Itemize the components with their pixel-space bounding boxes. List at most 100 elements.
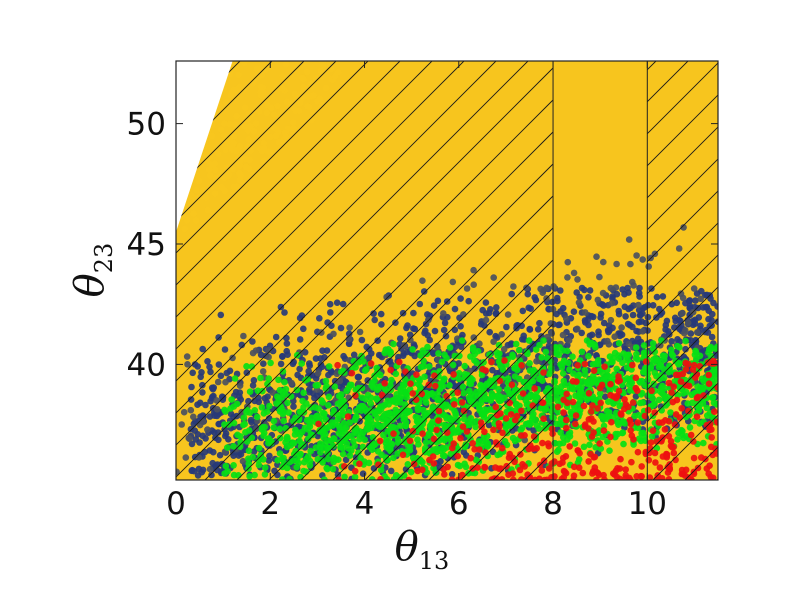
data-point (516, 375, 523, 383)
data-point (534, 326, 542, 333)
data-point (539, 289, 546, 297)
data-point (516, 402, 523, 410)
data-point (251, 397, 258, 405)
data-point (646, 474, 654, 480)
data-point (371, 441, 379, 449)
data-point (279, 368, 287, 375)
data-point (390, 430, 397, 438)
data-point (559, 459, 566, 466)
data-point (308, 80, 316, 88)
data-point (257, 351, 265, 359)
data-point (461, 371, 469, 378)
data-point (634, 356, 641, 363)
data-point (348, 432, 355, 440)
data-point (470, 266, 477, 274)
data-point (376, 437, 384, 445)
data-point (245, 115, 252, 123)
data-point (307, 447, 315, 455)
data-point (385, 401, 393, 408)
data-points (176, 61, 718, 480)
data-point (406, 331, 414, 339)
data-point (197, 373, 204, 381)
data-point (236, 143, 244, 150)
data-point (331, 383, 339, 391)
data-point (586, 287, 594, 294)
data-point (444, 463, 452, 471)
data-point (458, 337, 466, 344)
data-point (476, 340, 483, 348)
data-point (392, 319, 399, 327)
data-point (300, 84, 307, 91)
data-point (261, 471, 269, 478)
data-point (334, 361, 341, 369)
data-point (420, 288, 428, 295)
data-point (425, 363, 433, 370)
data-point (426, 390, 434, 398)
data-point (590, 429, 597, 436)
data-point (406, 437, 414, 445)
data-point (384, 420, 391, 428)
data-point (578, 348, 586, 356)
data-point (392, 406, 399, 414)
data-point (341, 403, 349, 411)
data-point (585, 458, 592, 465)
data-point (524, 290, 532, 298)
data-point (299, 94, 307, 101)
data-point (410, 325, 417, 332)
data-point (532, 296, 540, 304)
data-point (213, 397, 220, 404)
data-point (265, 375, 273, 382)
data-point (362, 396, 370, 403)
data-point (336, 439, 344, 447)
data-point (585, 425, 592, 432)
data-point (711, 360, 718, 367)
data-point (351, 442, 359, 450)
data-point (664, 400, 671, 407)
data-point (588, 415, 595, 422)
data-point (531, 385, 538, 392)
data-point (614, 377, 622, 385)
data-point (583, 396, 591, 404)
data-point (525, 337, 533, 344)
data-point (703, 421, 711, 429)
data-point (457, 434, 464, 442)
data-point (248, 363, 256, 370)
data-point (416, 300, 424, 308)
data-point (626, 416, 634, 424)
data-point (205, 166, 213, 173)
data-point (230, 403, 238, 410)
data-point (409, 454, 417, 462)
data-point (284, 351, 291, 359)
y-tick-labels: 40 45 50 (127, 107, 166, 384)
data-point (500, 346, 508, 353)
data-point (392, 370, 400, 378)
data-point (494, 352, 502, 359)
data-point (401, 381, 409, 388)
data-point (475, 402, 482, 410)
data-point (705, 371, 712, 379)
data-point (292, 426, 299, 434)
data-point (644, 313, 652, 321)
data-point (190, 210, 197, 217)
data-point (296, 365, 303, 373)
data-point (518, 322, 525, 330)
data-point (495, 420, 503, 427)
data-point (277, 303, 285, 311)
data-point (270, 417, 278, 425)
data-point (615, 310, 623, 318)
data-point (669, 398, 677, 406)
data-point (272, 333, 280, 341)
data-point (668, 300, 676, 308)
data-point (497, 362, 504, 369)
data-point (371, 409, 379, 417)
data-point (249, 382, 257, 389)
data-point (234, 431, 241, 439)
data-point (250, 448, 258, 455)
data-point (243, 363, 250, 370)
data-point (305, 93, 312, 101)
data-point (289, 119, 297, 126)
data-point (548, 330, 555, 337)
data-point (393, 399, 400, 407)
data-point (214, 378, 222, 386)
data-point (658, 407, 665, 414)
